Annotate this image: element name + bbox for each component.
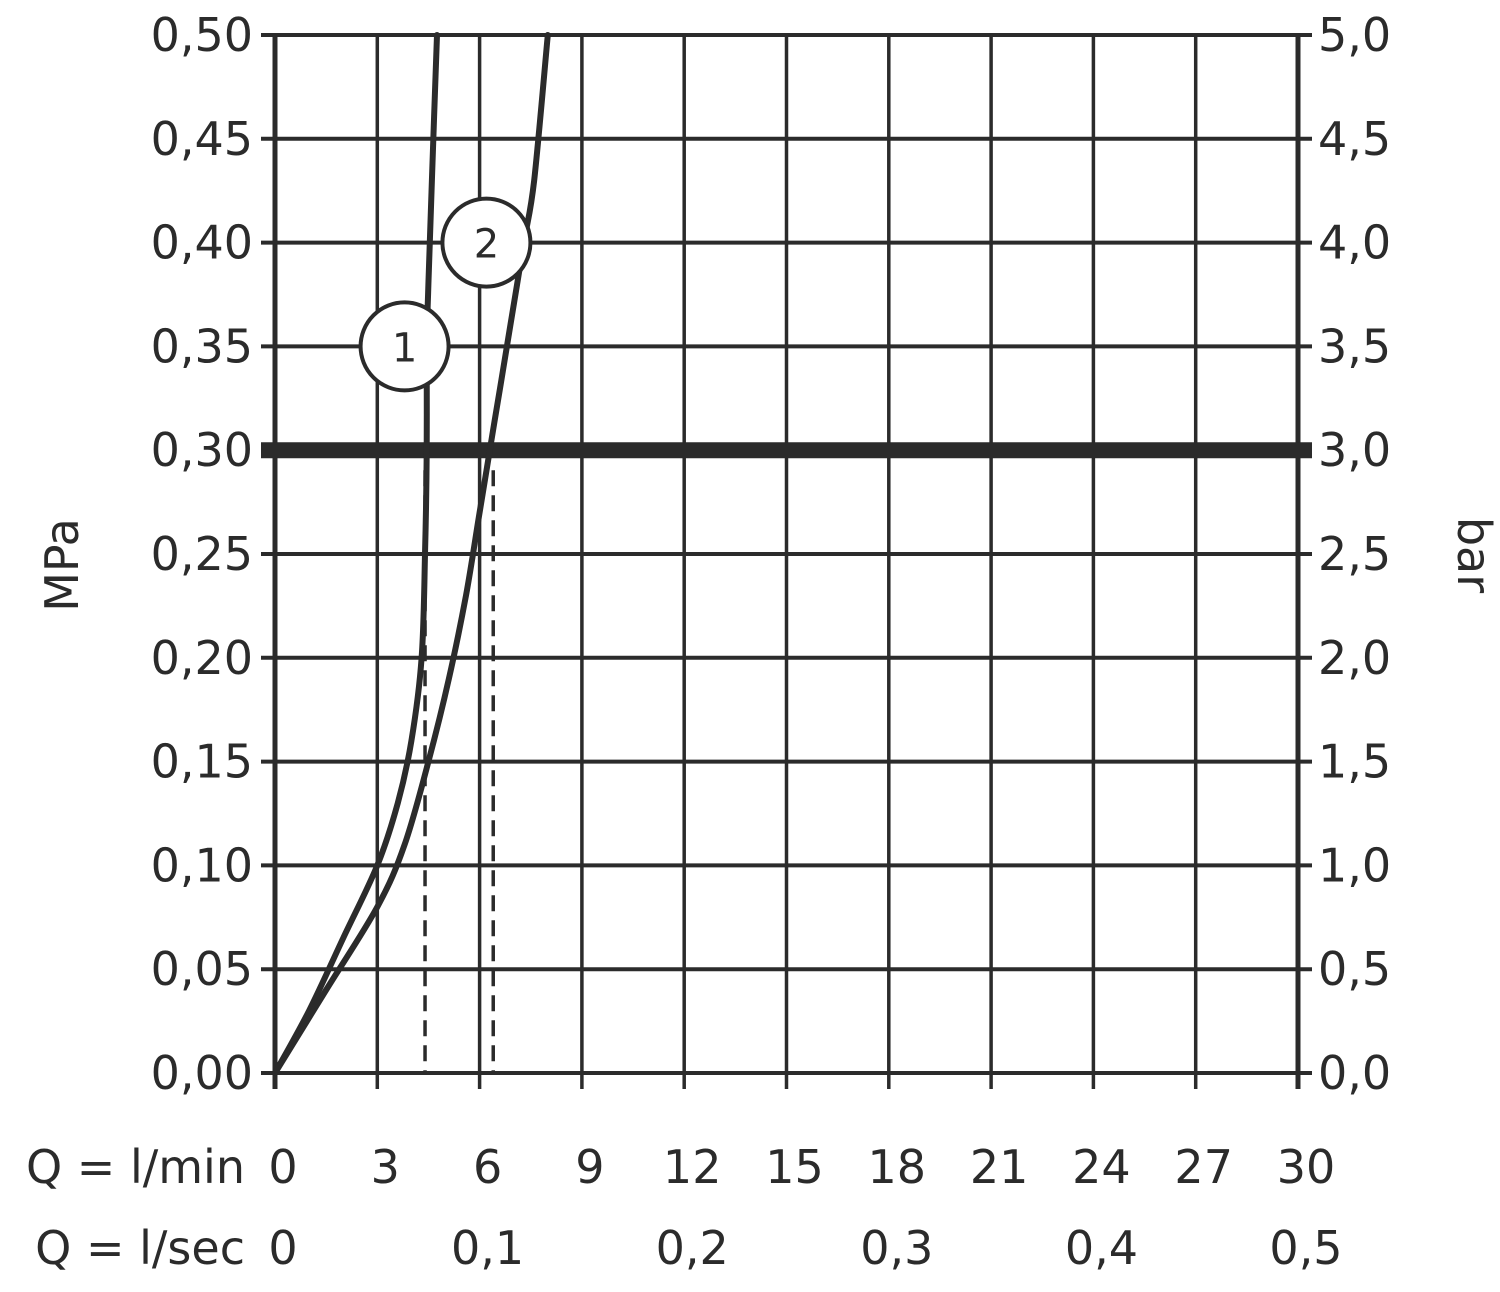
x-min-axis-label: Q = l/min bbox=[26, 1140, 245, 1194]
y-left-tick-label: 0,05 bbox=[151, 942, 253, 996]
y-right-tick-label: 0,5 bbox=[1318, 942, 1391, 996]
x-min-tick-label: 6 bbox=[473, 1140, 502, 1194]
y-right-tick-label: 4,5 bbox=[1318, 112, 1391, 166]
x-sec-tick-label: 0,5 bbox=[1269, 1221, 1342, 1275]
y-left-tick-label: 0,00 bbox=[151, 1046, 253, 1100]
y-right-tick-label: 3,5 bbox=[1318, 319, 1391, 373]
x-min-tick-label: 24 bbox=[1072, 1140, 1131, 1194]
x-min-tick-label: 3 bbox=[371, 1140, 400, 1194]
y-right-tick-label: 1,0 bbox=[1318, 838, 1391, 892]
x-sec-tick-label: 0,3 bbox=[860, 1221, 933, 1275]
y-left-tick-label: 0,45 bbox=[151, 112, 253, 166]
x-min-tick-label: 9 bbox=[575, 1140, 604, 1194]
curve-label-circle-1 bbox=[358, 300, 451, 393]
y-right-axis-label: bar bbox=[1447, 517, 1500, 593]
y-left-tick-label: 0,20 bbox=[151, 631, 253, 685]
y-right-tick-label: 2,0 bbox=[1318, 631, 1391, 685]
x-sec-tick-label: 0,4 bbox=[1065, 1221, 1138, 1275]
curve-label-1: 1 bbox=[392, 325, 417, 371]
y-left-tick-label: 0,40 bbox=[151, 216, 253, 270]
y-left-tick-label: 0,10 bbox=[151, 838, 253, 892]
x-sec-tick-label: 0,2 bbox=[656, 1221, 729, 1275]
y-right-tick-label: 2,5 bbox=[1318, 527, 1391, 581]
curve-1 bbox=[272, 32, 440, 1076]
x-min-tick-label: 27 bbox=[1174, 1140, 1233, 1194]
x-min-tick-label: 18 bbox=[868, 1140, 927, 1194]
x-min-tick-label: 21 bbox=[970, 1140, 1029, 1194]
tick-labels: 0,000,050,100,150,200,250,300,350,400,45… bbox=[26, 8, 1500, 1275]
grid bbox=[261, 33, 1312, 1089]
y-left-tick-label: 0,15 bbox=[151, 735, 253, 789]
y-right-tick-label: 0,0 bbox=[1318, 1046, 1391, 1100]
curve-label-circle-2 bbox=[440, 196, 533, 289]
x-min-tick-label: 15 bbox=[765, 1140, 824, 1194]
curve-label-2: 2 bbox=[474, 222, 499, 268]
x-min-tick-label: 0 bbox=[268, 1140, 297, 1194]
curve-labels: 12 bbox=[358, 196, 533, 393]
x-min-tick-label: 30 bbox=[1277, 1140, 1336, 1194]
x-sec-tick-label: 0 bbox=[268, 1221, 297, 1275]
y-left-tick-label: 0,30 bbox=[151, 423, 253, 477]
y-right-tick-label: 3,0 bbox=[1318, 423, 1391, 477]
y-right-tick-label: 1,5 bbox=[1318, 735, 1391, 789]
y-left-axis-label: MPa bbox=[35, 518, 89, 612]
y-right-tick-label: 5,0 bbox=[1318, 8, 1391, 62]
x-sec-axis-label: Q = l/sec bbox=[35, 1221, 245, 1275]
y-left-tick-label: 0,25 bbox=[151, 527, 253, 581]
x-min-tick-label: 12 bbox=[663, 1140, 722, 1194]
y-left-tick-label: 0,50 bbox=[151, 8, 253, 62]
y-left-tick-label: 0,35 bbox=[151, 319, 253, 373]
y-right-tick-label: 4,0 bbox=[1318, 216, 1391, 270]
x-sec-tick-label: 0,1 bbox=[451, 1221, 524, 1275]
marker-lines bbox=[423, 470, 495, 1073]
